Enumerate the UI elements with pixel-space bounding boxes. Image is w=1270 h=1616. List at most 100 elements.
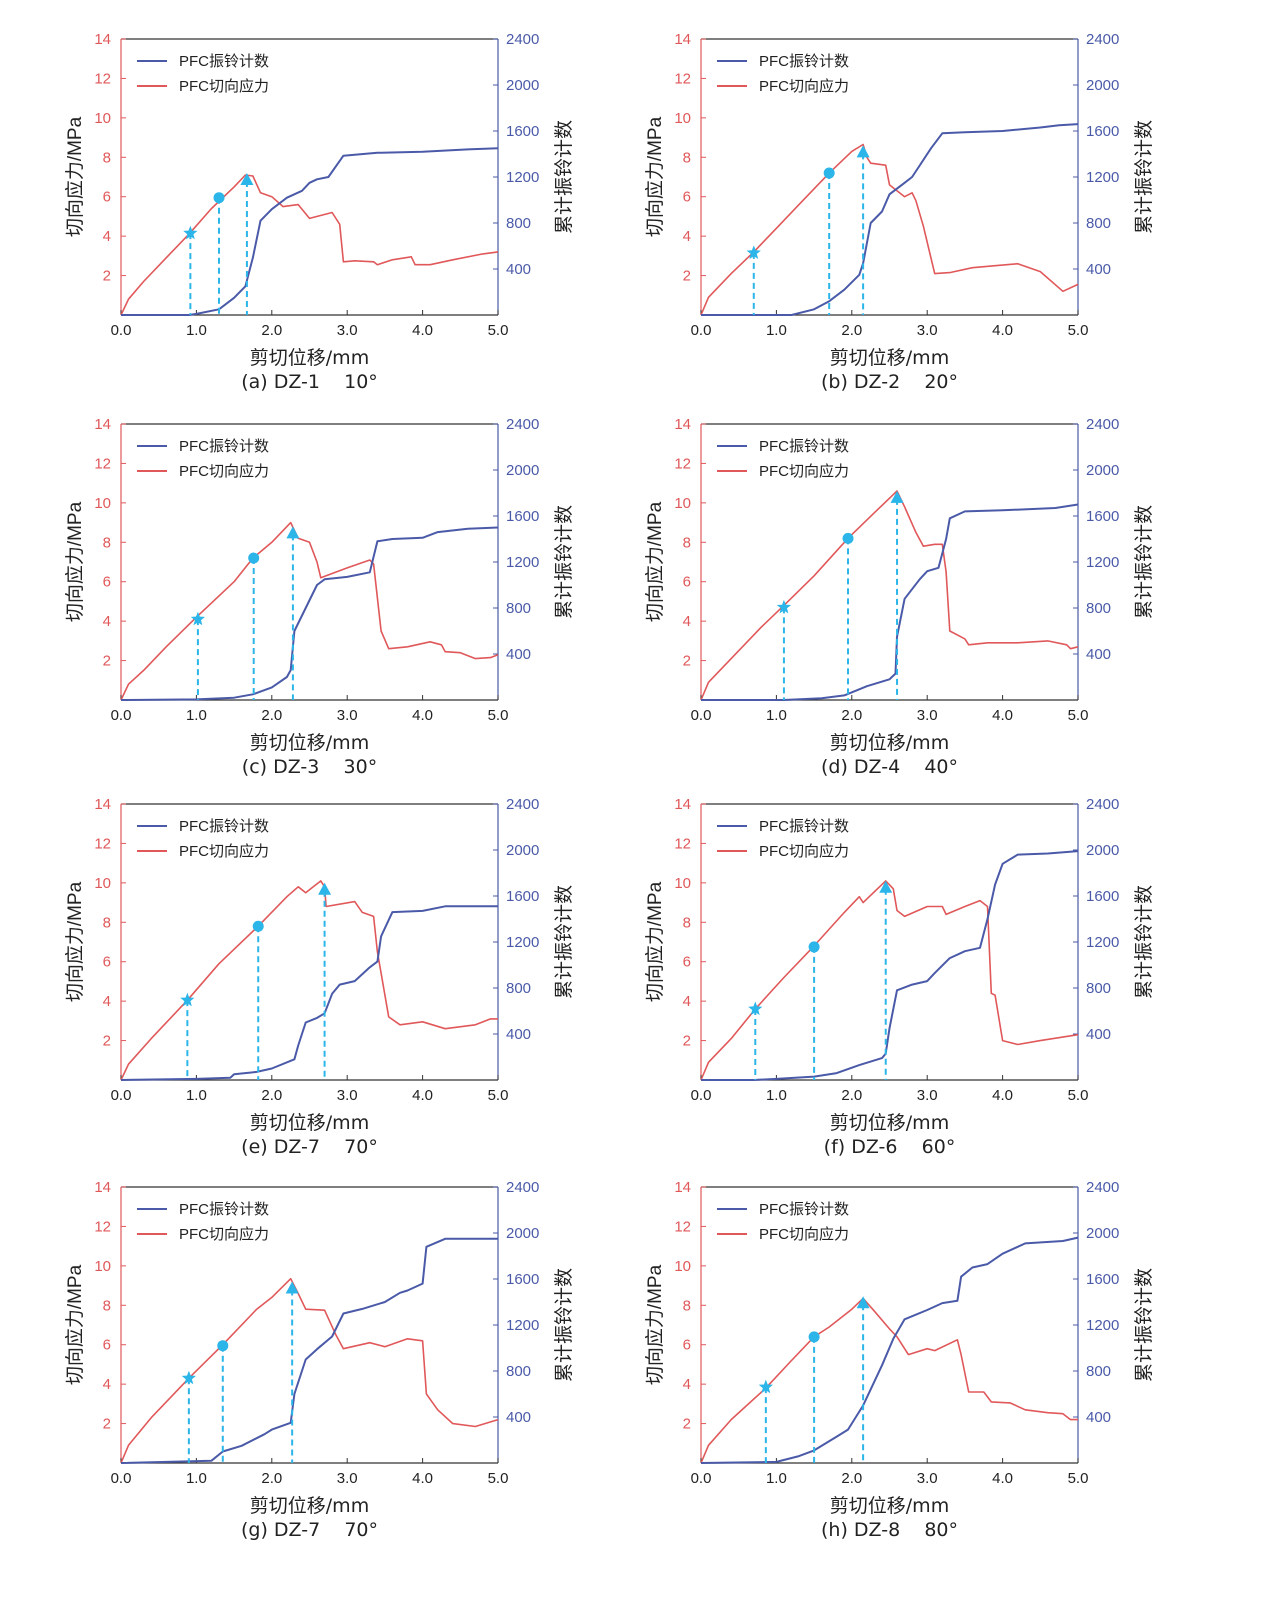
star-icon (776, 599, 792, 614)
y2-tick-label: 1600 (1086, 888, 1119, 905)
circle-icon (823, 167, 835, 179)
circle-icon (808, 941, 820, 953)
y2-tick-label: 1200 (1086, 169, 1119, 186)
y2-tick-label: 2000 (1086, 462, 1119, 479)
circle-icon (252, 920, 264, 932)
y-tick-label: 4 (103, 993, 111, 1010)
x-tick-label: 1.0 (766, 322, 787, 339)
circle-icon (213, 192, 225, 204)
triangle-icon (856, 1296, 870, 1309)
y2-tick-label: 400 (506, 261, 531, 278)
triangle-icon (285, 1281, 299, 1294)
y-tick-label: 10 (674, 875, 691, 892)
legend-label-count: PFC振铃计数 (179, 53, 269, 70)
legend-label-count: PFC振铃计数 (759, 53, 849, 70)
y2-tick-label: 2000 (1086, 1225, 1119, 1242)
star-icon (190, 611, 205, 626)
series-count-line (701, 123, 1079, 316)
x-tick-label: 2.0 (841, 322, 862, 339)
x-tick-label: 0.0 (111, 707, 132, 724)
y-tick-label: 12 (674, 70, 691, 87)
y2-tick-label: 400 (1086, 261, 1111, 278)
y2-tick-label: 800 (506, 980, 531, 997)
y2-axis-title: 累计振铃计数 (1133, 120, 1155, 234)
series-count-line (120, 905, 498, 1081)
y-axis-title: 切向应力/MPa (64, 116, 86, 237)
y2-axis-title: 累计振铃计数 (1133, 505, 1155, 619)
y-tick-label: 6 (683, 189, 691, 206)
legend-label-stress: PFC切向应力 (759, 842, 849, 860)
chart-panel-e: 0.0 1.0 2.0 3.0 4.0 5.0 2 4 6 8 10 12 14 400 800 1200 16… (55, 785, 655, 1175)
series-count-line (701, 850, 1079, 1081)
legend: PFC振铃计数 PFC切向应力 (137, 53, 269, 95)
star-icon (748, 1001, 763, 1016)
circle-icon (808, 1331, 820, 1343)
legend-label-stress: PFC切向应力 (179, 842, 269, 860)
x-axis-title: 剪切位移/mm (829, 347, 950, 369)
x-axis-title: 剪切位移/mm (249, 1112, 370, 1134)
chart-panel-g: 0.0 1.0 2.0 3.0 4.0 5.0 2 4 6 8 10 12 14 400 800 1200 16… (55, 1168, 655, 1558)
y-tick-label: 2 (683, 1033, 691, 1050)
y-tick-label: 14 (674, 1179, 691, 1196)
y-tick-label: 10 (94, 110, 111, 127)
x-tick-label: 1.0 (766, 1470, 787, 1487)
star-icon (181, 1370, 196, 1385)
y-tick-label: 10 (674, 1258, 691, 1275)
y2-tick-label: 1200 (1086, 554, 1119, 571)
y-tick-label: 2 (103, 1033, 111, 1050)
y2-tick-label: 2400 (1086, 31, 1119, 48)
x-tick-label: 3.0 (917, 1087, 938, 1104)
x-axis-title: 剪切位移/mm (829, 1495, 950, 1517)
chart-caption: (a) DZ-1 10° (241, 371, 378, 393)
triangle-icon (879, 880, 893, 893)
x-tick-label: 5.0 (488, 1087, 509, 1104)
y-tick-label: 8 (103, 1297, 111, 1314)
x-tick-label: 3.0 (337, 1470, 358, 1487)
chart-svg: 0.0 1.0 2.0 3.0 4.0 5.0 2 4 6 8 10 12 14 400 800 1200 16… (644, 1179, 1155, 1487)
x-tick-label: 5.0 (1068, 322, 1089, 339)
series-stress-line (700, 1297, 1078, 1464)
x-tick-label: 5.0 (488, 707, 509, 724)
legend: PFC振铃计数 PFC切向应力 (137, 1201, 269, 1243)
legend-label-stress: PFC切向应力 (759, 77, 849, 95)
y2-tick-label: 400 (1086, 646, 1111, 663)
y2-axis-title: 累计振铃计数 (553, 120, 575, 234)
y2-tick-label: 1200 (1086, 934, 1119, 951)
y-tick-label: 14 (674, 31, 691, 48)
x-tick-label: 0.0 (111, 1470, 132, 1487)
y2-axis-title: 累计振铃计数 (553, 885, 575, 999)
y-tick-label: 6 (683, 1337, 691, 1354)
legend: PFC振铃计数 PFC切向应力 (717, 818, 849, 860)
y-axis-title: 切向应力/MPa (644, 116, 666, 237)
x-tick-label: 0.0 (111, 322, 132, 339)
legend-label-stress: PFC切向应力 (179, 1225, 269, 1243)
triangle-icon (890, 490, 904, 503)
y2-tick-label: 800 (1086, 600, 1111, 617)
x-tick-label: 4.0 (992, 1470, 1013, 1487)
y2-axis-title: 累计振铃计数 (553, 1268, 575, 1382)
y-tick-label: 14 (94, 31, 111, 48)
y2-tick-label: 1600 (506, 508, 539, 525)
y2-tick-label: 1200 (506, 169, 539, 186)
x-tick-label: 4.0 (992, 707, 1013, 724)
y2-tick-label: 800 (506, 215, 531, 232)
y2-tick-label: 800 (506, 1363, 531, 1380)
x-tick-label: 5.0 (1068, 1470, 1089, 1487)
x-tick-label: 1.0 (186, 322, 207, 339)
series-stress-line (700, 880, 1079, 1081)
y2-tick-label: 800 (506, 600, 531, 617)
y-tick-label: 4 (683, 1376, 691, 1393)
y-tick-label: 4 (103, 613, 111, 630)
chart-svg: 0.0 1.0 2.0 3.0 4.0 5.0 2 4 6 8 10 12 14 400 800 1200 16… (64, 1179, 575, 1487)
y2-tick-label: 2000 (1086, 77, 1119, 94)
chart-caption: (d) DZ-4 40° (820, 756, 959, 778)
y2-tick-label: 1600 (1086, 508, 1119, 525)
x-tick-label: 2.0 (261, 707, 282, 724)
y-tick-label: 4 (103, 1376, 111, 1393)
series-count-line (120, 1237, 498, 1464)
x-tick-label: 2.0 (841, 1087, 862, 1104)
x-tick-label: 0.0 (691, 707, 712, 724)
chart-panel-a: 0.0 1.0 2.0 3.0 4.0 5.0 2 4 6 8 10 12 14 400 800 1200 16… (55, 20, 655, 410)
y2-tick-label: 2400 (506, 796, 539, 813)
series-stress-line (120, 880, 498, 1081)
